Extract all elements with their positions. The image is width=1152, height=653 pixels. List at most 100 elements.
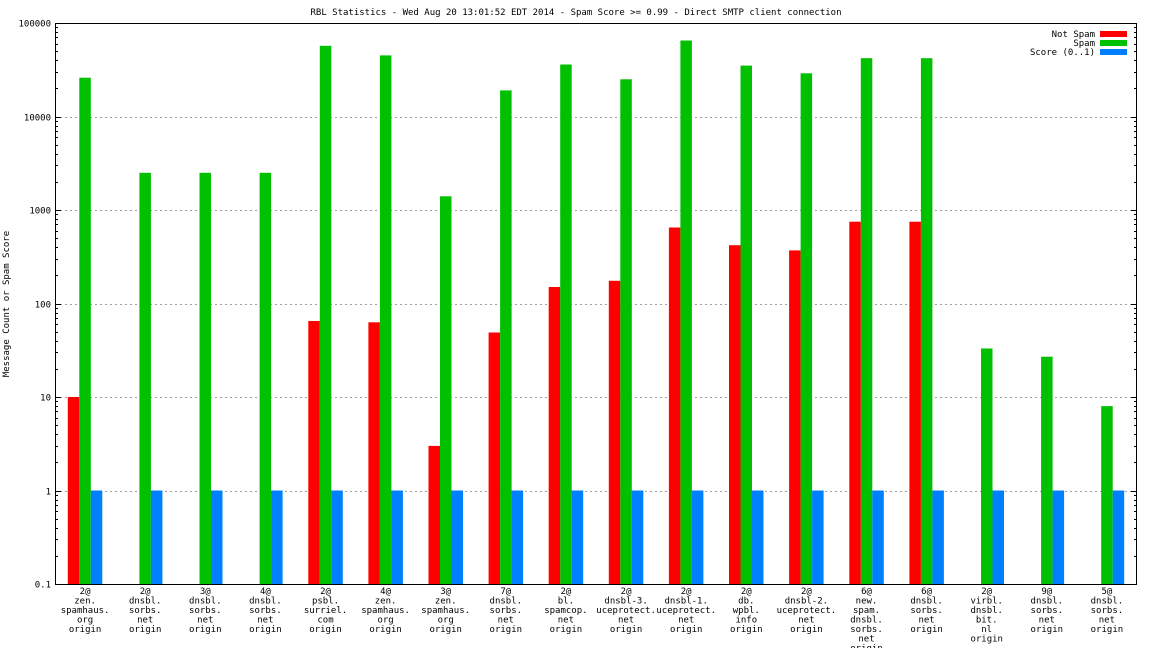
- x-tick-label-line: origin: [850, 644, 883, 648]
- bar: [680, 40, 692, 584]
- bar: [500, 90, 512, 585]
- bar: [691, 490, 704, 584]
- x-tick-label-line: wpbl.: [733, 606, 760, 616]
- x-tick-label-line: 2@: [981, 587, 992, 597]
- x-tick-label-line: 6@: [921, 587, 932, 597]
- bar: [428, 445, 440, 584]
- bar: [860, 58, 873, 584]
- x-tick-label-line: dnsbl-3.: [604, 597, 647, 607]
- x-tick-label-line: dnsbl.: [850, 616, 883, 626]
- x-tick-label-line: net: [558, 616, 574, 626]
- bar: [608, 280, 621, 584]
- x-tick-label-line: com: [317, 616, 333, 626]
- x-tick-label-line: origin: [970, 635, 1003, 645]
- bar: [932, 490, 944, 584]
- bar: [909, 221, 921, 584]
- x-tick-label-line: dnsbl.: [1091, 597, 1124, 607]
- x-tick-label: 3@ dnsbl. sorbs. net origin: [189, 587, 222, 635]
- x-tick-label-line: 4@: [260, 587, 271, 597]
- bar: [440, 196, 452, 585]
- x-tick-label-line: sorbs.: [129, 606, 162, 616]
- bar: [331, 490, 343, 584]
- x-tick-label: 5@ dnsbl. sorbs. net origin: [1091, 587, 1124, 635]
- bar: [620, 79, 632, 585]
- x-tick-label-line: net: [137, 616, 153, 626]
- x-tick-label: 3@ zen. spamhaus. org origin: [421, 587, 470, 635]
- x-tick-label-line: origin: [910, 625, 943, 635]
- bar: [752, 490, 764, 584]
- bar: [812, 490, 824, 584]
- bar: [631, 490, 644, 584]
- x-tick-label-line: sorbs.: [1031, 606, 1064, 616]
- bar: [451, 490, 463, 584]
- x-tick-label-line: sorbs.: [490, 606, 523, 616]
- bar: [67, 397, 80, 584]
- x-tick-label-line: surriel.: [304, 606, 347, 616]
- x-tick-label-line: origin: [1031, 625, 1064, 635]
- y-tick-label: 100: [35, 301, 51, 311]
- x-tick-label-line: origin: [550, 625, 583, 635]
- x-tick-label-line: net: [498, 616, 514, 626]
- x-tick-label-line: spamhaus.: [61, 606, 110, 616]
- bar: [1041, 356, 1053, 584]
- x-tick-label-line: 6@: [861, 587, 872, 597]
- x-tick-label: 2@ dnsbl-1. uceprotect. net origin: [656, 587, 716, 635]
- x-tick-label-line: origin: [670, 625, 703, 635]
- x-tick-label-line: virbl.: [970, 597, 1003, 607]
- x-tick-label-line: bit.: [976, 616, 998, 626]
- x-tick-label: 2@ dnsbl. sorbs. net origin: [129, 587, 162, 635]
- x-tick-label-line: 9@: [1041, 587, 1052, 597]
- x-tick-label-line: sorbs.: [910, 606, 943, 616]
- x-tick-label-line: org: [377, 616, 393, 626]
- y-tick-label: 10: [40, 394, 51, 404]
- x-tick-label-line: dnsbl-2.: [785, 597, 828, 607]
- x-tick-label-line: origin: [610, 625, 643, 635]
- bar: [90, 490, 103, 584]
- bar: [150, 490, 163, 584]
- y-tick-label: 10000: [24, 114, 51, 124]
- x-tick-label-line: net: [618, 616, 634, 626]
- x-tick-label-line: org: [77, 616, 93, 626]
- x-tick-label: 2@ db. wpbl. info origin: [730, 587, 763, 635]
- bar: [139, 172, 151, 585]
- x-tick-label-line: origin: [309, 625, 342, 635]
- x-tick-label-line: net: [257, 616, 273, 626]
- x-tick-label: 2@ dnsbl-3. uceprotect. net origin: [596, 587, 656, 635]
- x-tick-label-line: 2@: [140, 587, 151, 597]
- bar: [872, 490, 884, 584]
- bar: [849, 221, 861, 584]
- x-tick-label-line: sorbs.: [1091, 606, 1124, 616]
- x-tick-label-line: zen.: [375, 597, 397, 607]
- x-tick-label-line: dnsbl.: [129, 597, 162, 607]
- x-tick-label-line: net: [678, 616, 694, 626]
- bar: [79, 77, 91, 584]
- x-tick-label-line: origin: [429, 625, 462, 635]
- x-tick-label-line: spamcop.: [544, 606, 587, 616]
- bar: [981, 348, 993, 584]
- x-tick-label-line: zen.: [74, 597, 96, 607]
- x-tick-label-line: spamhaus.: [361, 606, 410, 616]
- x-tick-label-line: 2@: [560, 587, 571, 597]
- y-tick-label: 1: [46, 488, 51, 498]
- bar: [992, 490, 1004, 584]
- bar: [548, 287, 561, 584]
- x-tick-label-line: 3@: [200, 587, 211, 597]
- x-tick-label-line: bl.: [558, 597, 574, 607]
- x-tick-label-line: db.: [738, 597, 754, 607]
- x-tick-label-line: uceprotect.: [596, 606, 656, 616]
- legend-label: Spam: [1073, 39, 1095, 49]
- x-tick-label-line: 2@: [621, 587, 632, 597]
- x-tick-label-line: origin: [730, 625, 763, 635]
- x-tick-label-line: 3@: [440, 587, 451, 597]
- x-tick-label-line: net: [1039, 616, 1055, 626]
- x-tick-label-line: sorbs.: [850, 625, 883, 635]
- x-tick-label-line: origin: [249, 625, 282, 635]
- x-tick-label: 7@ dnsbl. sorbs. net origin: [490, 587, 523, 635]
- x-tick-label-line: dnsbl-1.: [665, 597, 708, 607]
- x-tick-label-line: origin: [1091, 625, 1124, 635]
- bar: [800, 73, 813, 585]
